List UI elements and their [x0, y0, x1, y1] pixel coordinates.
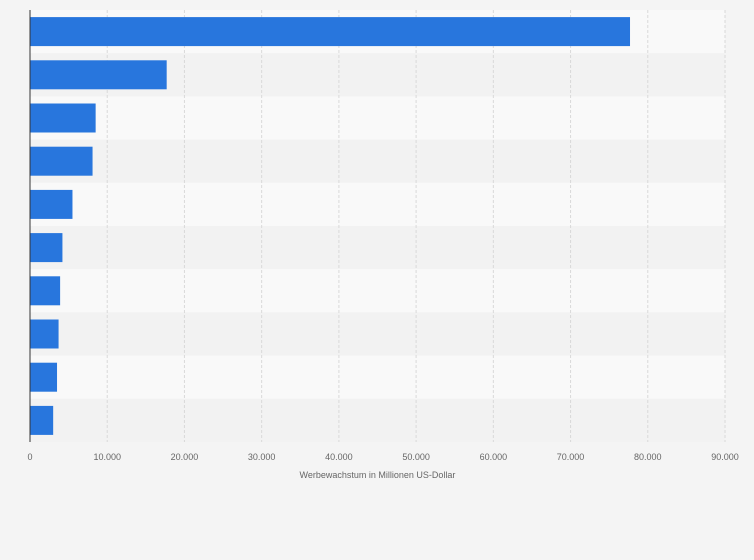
x-tick-label: 70.000	[557, 452, 585, 462]
bar	[30, 276, 61, 306]
row-band	[30, 139, 725, 183]
x-tick-label: 90.000	[711, 452, 739, 462]
row-band	[30, 398, 725, 442]
bar	[30, 17, 631, 47]
bar	[30, 233, 63, 263]
bar	[30, 362, 58, 392]
bar	[30, 405, 54, 435]
bar	[30, 103, 96, 133]
row-bands	[30, 10, 725, 442]
row-band	[30, 355, 725, 399]
row-band	[30, 312, 725, 356]
row-band	[30, 226, 725, 270]
row-band	[30, 269, 725, 313]
row-band	[30, 182, 725, 226]
bars	[30, 17, 631, 435]
x-tick-label: 10.000	[93, 452, 121, 462]
bar	[30, 189, 73, 219]
x-tick-label: 20.000	[171, 452, 199, 462]
bar	[30, 319, 59, 349]
x-tick-label: 40.000	[325, 452, 353, 462]
bar	[30, 146, 93, 176]
x-tick-label: 80.000	[634, 452, 662, 462]
x-tick-label: 30.000	[248, 452, 276, 462]
x-tick-label: 50.000	[402, 452, 430, 462]
x-axis-title: Werbewachstum in Millionen US-Dollar	[300, 470, 456, 480]
x-tick-label: 0	[27, 452, 32, 462]
x-tick-label: 60.000	[480, 452, 508, 462]
row-band	[30, 96, 725, 140]
x-axis-tick-labels: 0 10.000 20.000 30.000 40.000 50.000 60.000 70.…	[27, 452, 738, 462]
bar	[30, 60, 167, 90]
